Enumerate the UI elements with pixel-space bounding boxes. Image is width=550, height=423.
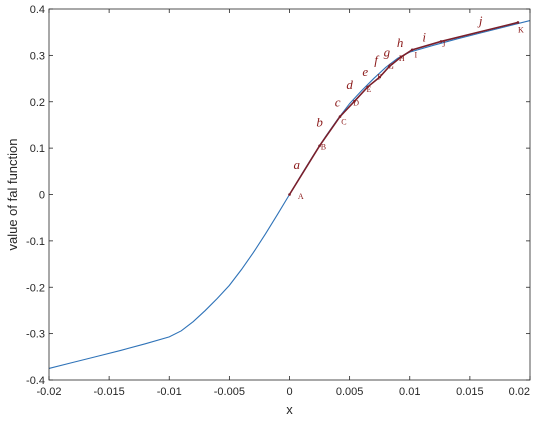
segment-label: g	[384, 44, 391, 59]
segment-label: a	[293, 157, 300, 172]
approximation-node	[353, 99, 356, 103]
point-label: E	[366, 85, 371, 94]
segment-label: e	[362, 64, 368, 79]
segment-label: j	[477, 13, 483, 28]
point-label: J	[442, 40, 445, 49]
y-tick-label: 0.2	[30, 97, 45, 109]
y-tick-label: -0.1	[26, 236, 45, 248]
segment-label: c	[335, 94, 341, 109]
x-tick-label: 0.02	[509, 386, 530, 398]
x-tick-label: 0.015	[456, 386, 484, 398]
x-tick-label: -0.005	[214, 386, 245, 398]
y-tick-label: 0.4	[30, 4, 45, 16]
point-label: A	[298, 192, 304, 201]
point-label: C	[341, 118, 346, 127]
y-tick-label: 0.3	[30, 50, 45, 62]
y-axis-title: value of fal function	[5, 138, 20, 250]
y-tick-label: -0.2	[26, 282, 45, 294]
point-label: D	[353, 99, 359, 108]
point-label: B	[321, 143, 326, 152]
point-label: K	[518, 25, 524, 34]
segment-label: h	[397, 35, 404, 50]
point-label: G	[388, 62, 394, 71]
approximation-node	[378, 75, 381, 79]
x-tick-label: 0	[286, 386, 292, 398]
approximation-node	[439, 40, 443, 43]
segment-label: f	[374, 53, 380, 68]
approximation-node	[318, 144, 321, 148]
approximation-node	[366, 85, 369, 89]
point-label: H	[399, 54, 405, 63]
approximation-node	[388, 65, 391, 68]
segment-label: d	[346, 77, 353, 92]
approximation-node	[338, 115, 342, 118]
segment-label: b	[316, 114, 323, 129]
approximation-node	[400, 55, 403, 59]
point-label: F	[377, 73, 382, 82]
x-tick-label: -0.02	[36, 386, 61, 398]
y-tick-label: -0.3	[26, 329, 45, 341]
x-tick-label: 0.01	[399, 386, 420, 398]
approximation-node	[288, 193, 291, 196]
y-tick-label: -0.4	[26, 375, 45, 387]
approximation-node	[516, 21, 520, 24]
x-tick-label: -0.015	[94, 386, 125, 398]
point-label: I	[415, 50, 418, 59]
segment-label: i	[422, 29, 426, 44]
x-axis-title: x	[286, 402, 293, 417]
x-tick-label: 0.005	[336, 386, 364, 398]
y-tick-label: 0	[39, 190, 45, 202]
y-tick-label: 0.1	[30, 143, 45, 155]
approximation-node	[410, 48, 414, 52]
x-tick-label: -0.01	[157, 386, 182, 398]
